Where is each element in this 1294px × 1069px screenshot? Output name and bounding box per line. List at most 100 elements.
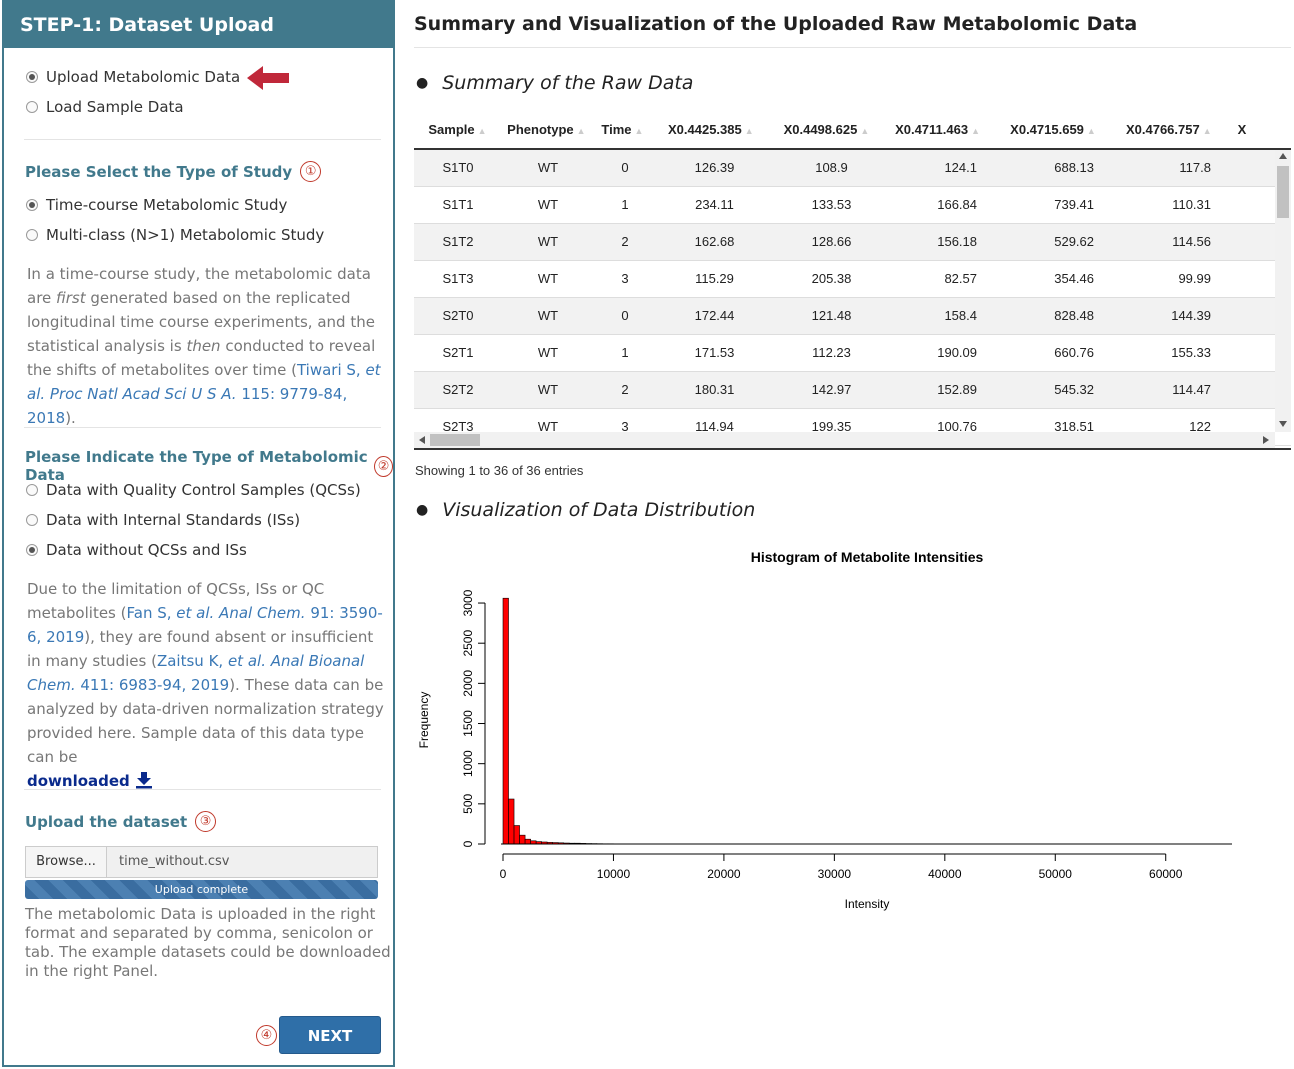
heading-text: Summary of the Raw Data [442,72,694,94]
table-cell: WT [537,419,559,434]
column-header-label: X [1237,122,1247,137]
y-tick-label: 500 [461,794,475,814]
scroll-left-icon[interactable] [419,436,425,444]
radio-is[interactable]: Data with Internal Standards (ISs) [26,511,300,529]
column-header[interactable]: X0.4425.385 ▲ [653,112,769,148]
sort-icon[interactable]: ▲ [576,126,586,136]
column-header-label: X0.4498.625 [783,122,858,137]
main-title: Summary and Visualization of the Uploade… [414,13,1138,35]
table-cell: 166.84 [937,197,977,212]
table-cell: 171.53 [694,345,735,360]
table-body: S1T0 WT 0 126.39 108.9 124.1 688.13 117.8 S1T1 WT… [414,150,1291,446]
table-cell: 142.97 [811,382,852,397]
radio-load-sample[interactable]: Load Sample Data [26,98,184,116]
table-cell: 82.57 [944,271,977,286]
horizontal-scrollbar[interactable] [414,432,1275,448]
table-cell: WT [537,160,559,175]
column-header[interactable]: Sample ▲ [414,112,501,148]
column-header-label: Sample [428,122,475,137]
radio-label: Multi-class (N>1) Metabolomic Study [46,226,325,244]
column-header[interactable]: Time ▲ [592,112,653,148]
upload-title: Upload the dataset ③ [25,811,217,832]
horizontal-scroll-thumb[interactable] [430,434,480,446]
table-cell: 133.53 [811,197,852,212]
column-header[interactable]: X0.4498.625 ▲ [769,112,885,148]
radio-qcs[interactable]: Data with Quality Control Samples (QCSs) [26,481,361,499]
table-cell: 205.38 [811,271,852,286]
ref-zaitsu-link[interactable]: Zaitsu K, et al. Anal Bioanal Chem. 411:… [27,652,365,694]
divider [414,448,1291,450]
x-tick-label: 10000 [597,867,631,881]
table-row[interactable]: S2T0 WT 0 172.44 121.48 158.4 828.48 144.39 [414,298,1291,335]
scroll-up-icon[interactable] [1279,153,1287,159]
next-button[interactable]: NEXT [279,1016,381,1054]
upload-note: The metabolomic Data is uploaded in the … [25,905,391,980]
table-row[interactable]: S2T2 WT 2 180.31 142.97 152.89 545.32 114.47 [414,372,1291,409]
column-header[interactable]: Phenotype ▲ [501,112,592,148]
table-row[interactable]: S1T0 WT 0 126.39 108.9 124.1 688.13 117.8 [414,150,1291,187]
sort-icon[interactable]: ▲ [860,126,870,136]
file-input[interactable]: Browse... time_without.csv [25,846,378,878]
table-cell: 0 [621,308,629,323]
column-header[interactable]: X [1232,112,1291,148]
divider [414,47,1291,48]
table-cell: 688.13 [1054,160,1094,175]
ref-tiwari-link[interactable]: Tiwari S, et al. Proc Natl Acad Sci U S … [27,361,381,427]
table-row[interactable]: S1T1 WT 1 234.11 133.53 166.84 739.41 110.31 [414,187,1291,224]
scroll-down-icon[interactable] [1279,421,1287,427]
radio-time-course[interactable]: Time-course Metabolomic Study [26,196,287,214]
ref-fan-link[interactable]: Fan S, et al. Anal Chem. 91: 3590-6, 201… [27,604,383,646]
sort-icon[interactable]: ▲ [971,126,981,136]
radio-unselected-icon [26,229,38,241]
table-header: Sample ▲ Phenotype ▲ Time ▲ X0.4425.385 ▲ X0.449… [414,112,1291,150]
raw-data-table: Sample ▲ Phenotype ▲ Time ▲ X0.4425.385 ▲ X0.449… [414,112,1291,449]
table-cell: 126.39 [694,160,735,175]
radio-selected-icon [26,544,38,556]
table-cell: WT [537,271,559,286]
table-cell: 117.8 [1179,160,1211,175]
column-header[interactable]: X0.4766.757 ▲ [1116,112,1232,148]
visualization-heading: ● Visualization of Data Distribution [416,499,755,521]
table-cell: 1 [621,197,629,212]
vertical-scroll-thumb[interactable] [1277,166,1289,218]
table-cell: WT [537,234,559,249]
left-panel: STEP-1: Dataset Upload Upload Metabolomi… [2,0,395,1067]
table-cell: 156.18 [937,234,977,249]
x-tick-label: 0 [500,867,507,881]
table-cell: WT [537,345,559,360]
table-cell: S2T0 [442,308,474,323]
radio-unselected-icon [26,484,38,496]
column-header-label: X0.4715.659 [1010,122,1084,137]
table-cell: 529.62 [1054,234,1094,249]
radio-upload-data[interactable]: Upload Metabolomic Data [26,68,240,86]
x-tick-label: 60000 [1149,867,1183,881]
step-1-marker: ① [300,161,322,182]
y-tick-label: 2000 [461,670,475,697]
column-header[interactable]: X0.4715.659 ▲ [1000,112,1116,148]
x-tick-label: 40000 [928,867,962,881]
download-link[interactable]: downloaded [27,772,153,790]
bullet-icon: ● [416,75,429,91]
table-row[interactable]: S2T3 WT 3 114.94 199.35 100.76 318.51 122 [414,409,1291,446]
table-row[interactable]: S1T3 WT 3 115.29 205.38 82.57 354.46 99.99 [414,261,1291,298]
sort-icon[interactable]: ▲ [744,126,754,136]
table-row[interactable]: S2T1 WT 1 171.53 112.23 190.09 660.76 155.33 [414,335,1291,372]
sort-icon[interactable]: ▲ [634,126,644,136]
scroll-right-icon[interactable] [1263,436,1269,444]
radio-label: Data without QCSs and ISs [46,541,247,559]
sort-icon[interactable]: ▲ [477,126,487,136]
y-tick-label: 1500 [461,710,475,737]
vertical-scrollbar[interactable] [1275,150,1291,432]
table-cell: S1T2 [442,234,474,249]
table-cell: 180.31 [694,382,735,397]
browse-button[interactable]: Browse... [26,847,107,877]
sort-icon[interactable]: ▲ [1202,126,1212,136]
table-row[interactable]: S1T2 WT 2 162.68 128.66 156.18 529.62 114.56 [414,224,1291,261]
sort-icon[interactable]: ▲ [1086,126,1096,136]
radio-multi-class[interactable]: Multi-class (N>1) Metabolomic Study [26,226,324,244]
y-tick-label: 2500 [461,630,475,657]
column-header[interactable]: X0.4711.463 ▲ [884,112,1000,148]
radio-without-qcs-is[interactable]: Data without QCSs and ISs [26,541,247,559]
table-cell: 112.23 [812,345,851,360]
table-cell: 318.51 [1054,419,1094,434]
